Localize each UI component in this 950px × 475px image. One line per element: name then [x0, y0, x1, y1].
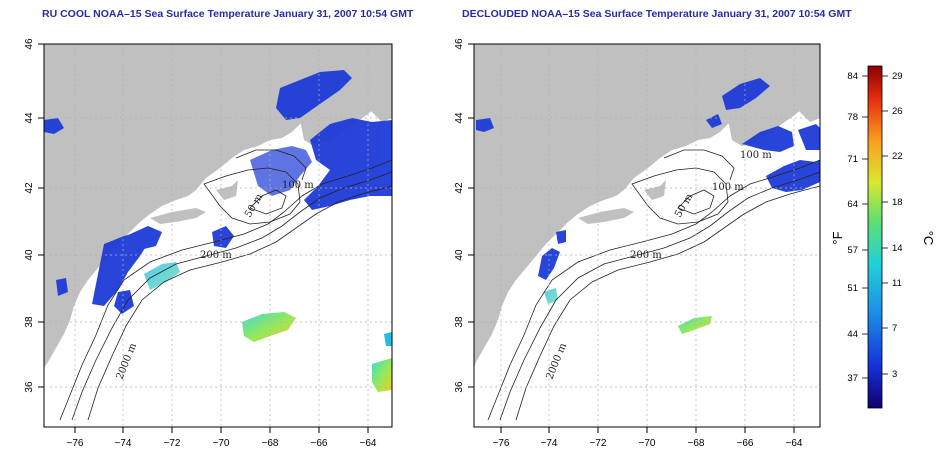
- lat-label-44: 44: [24, 112, 35, 124]
- contour-label-100m: 100 m: [712, 182, 744, 193]
- lon-label-66: −66: [311, 438, 328, 449]
- lon-label-76: −76: [493, 438, 510, 449]
- colorbar-f-labels: 84 78 71 64 57 51 44 37: [847, 71, 858, 384]
- fahrenheit-unit-label: °F: [830, 231, 845, 244]
- contour-label-50m: 50 m: [673, 192, 695, 220]
- lon-label-72: −72: [164, 438, 181, 449]
- lon-label-72: −72: [590, 438, 607, 449]
- land-mass: [474, 44, 820, 368]
- lat-label-38: 38: [454, 316, 465, 328]
- contour-label-200m: 200 m: [200, 250, 232, 261]
- left-grid: [50, 44, 392, 427]
- f-tick-84: 84: [847, 71, 858, 82]
- left-map-panel: 50 m 100 m 200 m 2000 m 46 44 42 40 38 3…: [24, 38, 393, 449]
- lon-label-70: −70: [639, 438, 656, 449]
- right-ticks: [468, 43, 795, 433]
- left-panel-title: RU COOL NOAA–15 Sea Surface Temperature …: [42, 8, 414, 20]
- colorbar-c-labels: 29 26 22 18 14 11 7 3: [892, 71, 903, 380]
- f-tick-44: 44: [847, 329, 858, 340]
- land-cape-cod: [216, 180, 238, 200]
- lat-label-38: 38: [24, 316, 35, 328]
- sst-warm-patches: [144, 262, 392, 392]
- contour-label-2000m: 2000 m: [545, 341, 570, 381]
- c-tick-29: 29: [892, 71, 903, 82]
- contour-label-50m: 50 m: [243, 192, 265, 220]
- lat-label-36: 36: [24, 381, 35, 393]
- land-nova-scotia: [300, 70, 392, 146]
- c-tick-3: 3: [892, 369, 897, 380]
- lat-label-44: 44: [454, 112, 465, 124]
- lon-label-68: −68: [688, 438, 705, 449]
- c-tick-26: 26: [892, 106, 903, 117]
- f-tick-57: 57: [847, 245, 858, 256]
- colorbar-gradient: [867, 65, 883, 409]
- right-lon-labels: −76 −74 −72 −70 −68 −66 −64: [493, 438, 803, 449]
- contour-label-200m: 200 m: [630, 250, 662, 261]
- colorbar-ticks: [862, 75, 888, 379]
- lon-label-70: −70: [213, 438, 230, 449]
- colorbar: 84 78 71 64 57 51 44 37 29 26 22 18 14 1…: [830, 65, 936, 409]
- lat-label-42: 42: [24, 182, 35, 194]
- contour-label-100m: 100 m: [282, 180, 314, 191]
- lat-label-40: 40: [24, 249, 35, 261]
- lon-label-76: −76: [67, 438, 84, 449]
- c-tick-22: 22: [892, 151, 903, 162]
- land-cape-cod: [644, 180, 666, 200]
- lat-label-42: 42: [454, 182, 465, 194]
- contour-label-100m-north: 100 m: [740, 150, 772, 161]
- sst-cold-patches: [44, 70, 392, 314]
- lat-label-36: 36: [454, 381, 465, 393]
- left-lon-labels: −76 −74 −72 −70 −68 −66 −64: [67, 438, 377, 449]
- f-tick-78: 78: [847, 112, 858, 123]
- left-map-frame: [43, 43, 393, 428]
- f-tick-71: 71: [847, 154, 858, 165]
- lon-label-64: −64: [786, 438, 803, 449]
- c-tick-7: 7: [892, 323, 897, 334]
- c-tick-18: 18: [892, 197, 903, 208]
- bathymetry-contours: [487, 149, 820, 421]
- f-tick-64: 64: [847, 199, 858, 210]
- lon-label-74: −74: [541, 438, 558, 449]
- sst-cold-patches: [476, 78, 820, 280]
- celsius-unit-label: °C: [921, 231, 936, 246]
- lat-label-40: 40: [454, 249, 465, 261]
- contour-label-2000m: 2000 m: [115, 341, 140, 381]
- right-lat-labels: 46 44 42 40 38 36: [454, 38, 465, 393]
- sst-warm-patches: [544, 288, 712, 334]
- left-lat-labels: 46 44 42 40 38 36: [24, 38, 35, 393]
- left-lat-ticks: [38, 43, 369, 433]
- land-long-island: [150, 208, 206, 224]
- right-panel-title: DECLOUDED NOAA–15 Sea Surface Temperatur…: [462, 8, 852, 20]
- lon-label-68: −68: [262, 438, 279, 449]
- lat-label-46: 46: [24, 38, 35, 50]
- lon-label-64: −64: [360, 438, 377, 449]
- lon-label-66: −66: [737, 438, 754, 449]
- land-nova-scotia: [728, 70, 820, 146]
- bathymetry-contours: [59, 149, 392, 421]
- f-tick-51: 51: [847, 283, 858, 294]
- lon-label-74: −74: [115, 438, 132, 449]
- right-map-panel: 50 m 100 m 100 m 200 m 2000 m 46 44 42 4…: [454, 38, 821, 449]
- lat-label-46: 46: [454, 38, 465, 50]
- c-tick-14: 14: [892, 243, 903, 254]
- right-grid: [480, 44, 820, 427]
- land-long-island: [578, 208, 634, 224]
- land-mass: [44, 44, 392, 368]
- c-tick-11: 11: [892, 278, 902, 289]
- f-tick-37: 37: [847, 373, 858, 384]
